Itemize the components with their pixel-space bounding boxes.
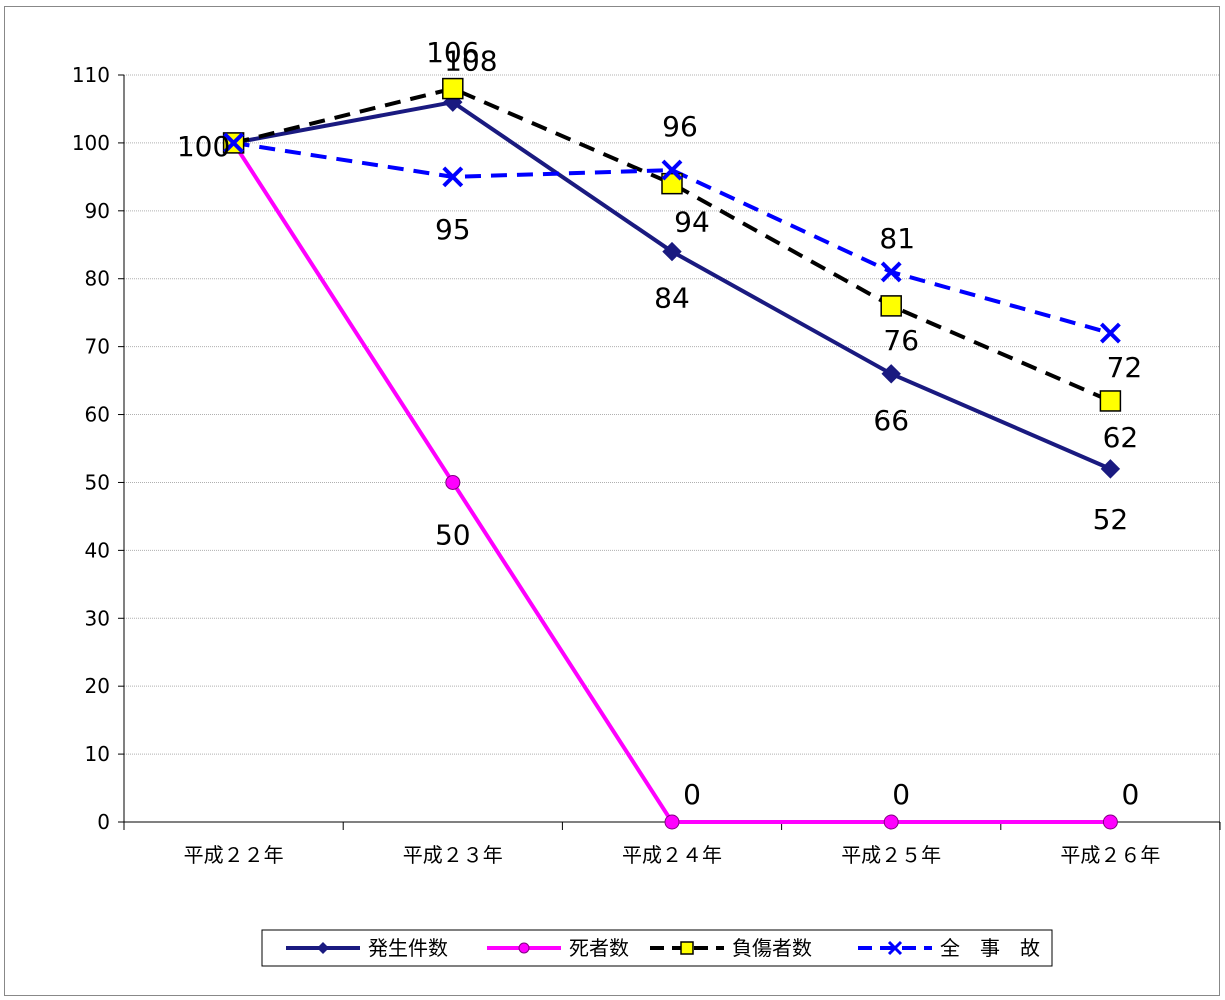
legend-marker-2 — [680, 941, 694, 955]
data-label: 96 — [662, 110, 698, 143]
series-1-point-3 — [883, 814, 899, 830]
y-tick-label: 30 — [85, 606, 110, 630]
series-2-point-2 — [661, 172, 683, 195]
series-2-point-4 — [1099, 390, 1122, 412]
series-1-point-1 — [445, 474, 461, 490]
x-tick-label: 平成２３年 — [403, 843, 503, 867]
y-tick-label: 10 — [85, 742, 110, 766]
data-label: 72 — [1107, 351, 1143, 384]
data-label: 0 — [892, 778, 910, 811]
series-0-point-2 — [662, 241, 682, 262]
data-label: 62 — [1103, 421, 1139, 454]
data-label: 94 — [674, 206, 710, 239]
series-3-point-4 — [1099, 322, 1121, 344]
series-2-point-1 — [442, 77, 464, 100]
data-label: 95 — [435, 213, 471, 246]
data-label: 0 — [683, 778, 701, 811]
legend-label: 発生件数 — [368, 936, 448, 960]
data-label: 76 — [883, 324, 919, 357]
data-label: 106 — [426, 36, 479, 69]
data-label: 81 — [879, 222, 915, 255]
legend-label: 死者数 — [569, 936, 629, 960]
data-label: 52 — [1093, 503, 1129, 536]
series-3-point-2 — [661, 159, 683, 181]
y-tick-label: 90 — [85, 199, 110, 223]
series-3-point-1 — [442, 166, 464, 188]
y-tick-label: 80 — [85, 267, 110, 291]
legend-label: 全 事 故 — [940, 936, 1040, 960]
legend-marker-3-b — [887, 940, 903, 956]
series-3-point-0 — [223, 132, 245, 154]
series-2-point-3 — [880, 295, 902, 317]
y-tick-label: 100 — [72, 131, 110, 155]
y-tick-label: 110 — [72, 63, 110, 87]
data-label: 66 — [873, 404, 909, 437]
x-tick-label: 平成２５年 — [841, 843, 941, 867]
legend-marker-1 — [518, 942, 530, 954]
legend-label: 負傷者数 — [732, 936, 812, 960]
series-1-point-2 — [664, 814, 680, 830]
legend-box — [261, 929, 1053, 967]
x-tick-label: 平成２６年 — [1060, 843, 1160, 867]
y-tick-label: 70 — [85, 335, 110, 359]
series-line-2 — [233, 86, 1112, 403]
x-tick-label: 平成２２年 — [184, 843, 284, 867]
series-0-point-4 — [1100, 459, 1121, 479]
x-tick-label: 平成２４年 — [622, 843, 722, 867]
y-tick-label: 40 — [85, 538, 110, 562]
y-tick-label: 0 — [97, 810, 110, 834]
y-tick-label: 20 — [85, 674, 110, 698]
chart-frame — [4, 6, 1220, 996]
data-label: 108 — [444, 45, 497, 78]
series-1-point-4 — [1102, 814, 1118, 830]
data-label: 100 — [177, 130, 230, 163]
y-tick-label: 50 — [85, 470, 110, 494]
legend-marker-0 — [317, 942, 329, 954]
series-3-point-3 — [880, 261, 902, 283]
series-line-3 — [233, 140, 1111, 335]
data-label: 50 — [435, 518, 471, 551]
data-label: 84 — [654, 282, 690, 315]
series-0-point-3 — [881, 364, 901, 384]
data-label: 0 — [1121, 778, 1139, 811]
y-tick-label: 60 — [85, 403, 110, 427]
